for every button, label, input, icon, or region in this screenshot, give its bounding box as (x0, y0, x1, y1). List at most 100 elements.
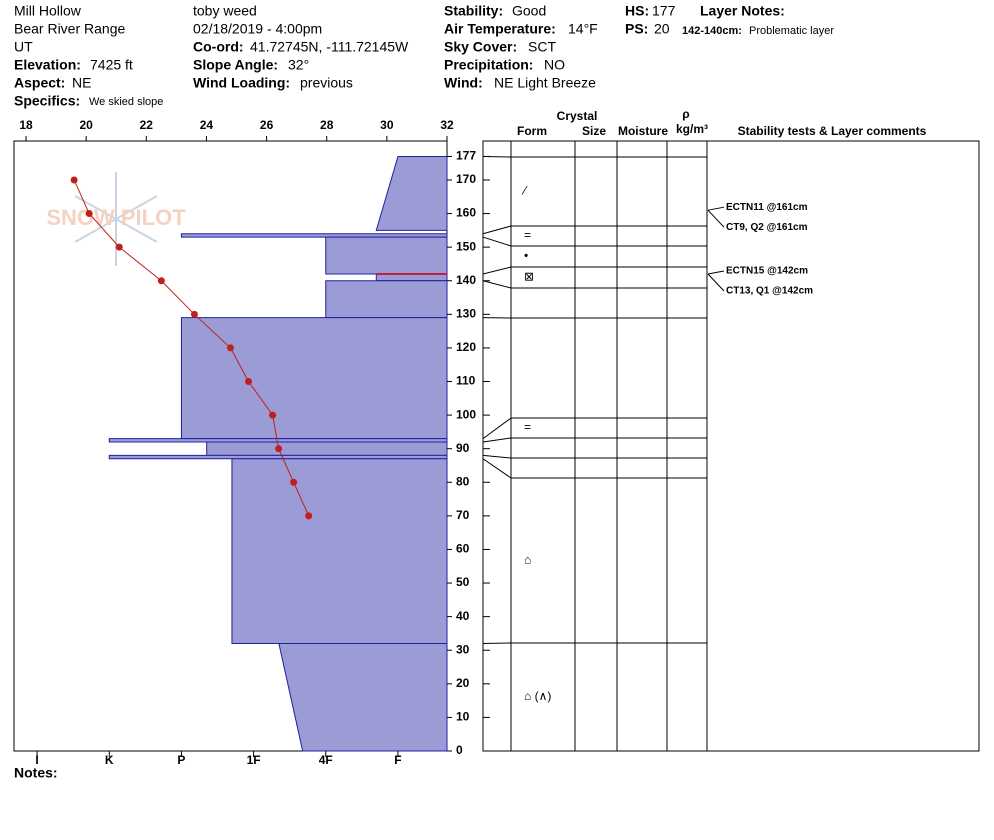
temperature-point (85, 210, 93, 218)
y-tick-label: 140 (456, 273, 476, 287)
hardness-layer (375, 155, 448, 231)
layer-fan (482, 280, 512, 289)
value: Problematic layer (749, 25, 834, 37)
x-tick-label: 24 (200, 118, 214, 132)
y-tick-label: 100 (456, 407, 476, 421)
y-tick-label: 60 (456, 542, 470, 556)
range: Bear River Range (14, 21, 125, 37)
value: Good (512, 3, 546, 19)
layer-fan (482, 642, 512, 645)
grain-form: ⁄ (521, 184, 528, 198)
label: Co-ord: (193, 39, 244, 55)
y-tick-label: 70 (456, 508, 470, 522)
temperature-point (245, 378, 253, 386)
x-tick-label: K (105, 753, 114, 767)
y-tick-label: 10 (456, 710, 470, 724)
notes: Notes: (14, 765, 58, 781)
layer-fan (482, 437, 512, 443)
x-tick-label: I (35, 753, 38, 767)
value: NE Light Breeze (494, 75, 596, 91)
value: NE (72, 75, 91, 91)
label: HS: (625, 3, 649, 19)
layer-fan (482, 236, 512, 247)
layer-fan (482, 266, 512, 275)
y-tick-label: 160 (456, 206, 476, 220)
y-tick-label: 177 (456, 149, 476, 163)
test-arrow (707, 270, 725, 275)
y-tick-label: 30 (456, 642, 470, 656)
label: Air Temperature: (444, 21, 556, 37)
hardness-layer (180, 317, 448, 440)
y-tick-label: 0 (456, 743, 463, 757)
test-arrow (707, 273, 725, 292)
layer-fan (482, 417, 512, 440)
grain-form: = (524, 420, 531, 434)
hardness-layer (108, 438, 448, 443)
label: Sky Cover: (444, 39, 517, 55)
grain-form: ⊠ (524, 270, 534, 284)
column-header: Size (582, 124, 606, 138)
y-tick-label: 150 (456, 239, 476, 253)
hardness-layer (231, 458, 448, 645)
value: We skied slope (89, 96, 163, 108)
y-tick-label: 40 (456, 609, 470, 623)
x-tick-label: 18 (19, 118, 33, 132)
column-header: Form (517, 124, 547, 138)
temperature-point (227, 344, 234, 352)
temperature-point (275, 445, 283, 453)
date: 02/18/2019 - 4:00pm (193, 21, 322, 37)
value: 20 (654, 21, 670, 37)
hardness-layer (375, 273, 448, 282)
hardness-layer (278, 643, 448, 752)
label: Slope Angle: (193, 57, 278, 73)
label: PS: (625, 21, 648, 37)
test-arrow (707, 209, 725, 228)
value: 14°F (568, 21, 598, 37)
logo: SNOW PILOT (46, 172, 186, 266)
state: UT (14, 39, 33, 55)
x-tick-label: 30 (380, 118, 394, 132)
column-header: ρ (682, 107, 689, 121)
value: 32° (288, 57, 309, 73)
x-tick-label: 28 (320, 118, 334, 132)
column-header: Crystal (557, 109, 598, 123)
x-tick-label: 22 (140, 118, 154, 132)
temperature-point (290, 478, 298, 486)
label: Elevation: (14, 57, 81, 73)
stability-test: CT13, Q1 @142cm (726, 286, 813, 297)
grain-form: = (524, 228, 531, 242)
grain-form: • (524, 249, 528, 263)
y-tick-label: 110 (456, 374, 476, 388)
value: 177 (652, 3, 676, 19)
column-lines (510, 141, 708, 751)
layer-fan (482, 458, 512, 479)
x-tick-label: F (394, 753, 401, 767)
y-tick-label: 50 (456, 575, 470, 589)
layer-fan (482, 454, 512, 459)
temperature-point (70, 176, 78, 184)
column-header: Moisture (618, 124, 668, 138)
x-tick-label: P (177, 753, 185, 767)
label: Stability: (444, 3, 503, 19)
label: Precipitation: (444, 57, 533, 73)
column-header: Stability tests & Layer comments (738, 124, 927, 138)
column-header: kg/m³ (676, 122, 708, 136)
hardness-layer (108, 454, 448, 460)
label: Specifics: (14, 93, 80, 109)
hardness-layer (206, 441, 448, 456)
layer-fan (482, 225, 512, 235)
label: Wind: (444, 75, 483, 91)
test-arrow (707, 206, 725, 211)
x-tick-label: 26 (260, 118, 274, 132)
observer: toby weed (193, 3, 257, 19)
x-tick-label: 20 (79, 118, 93, 132)
temperature-point (269, 411, 277, 419)
x-tick-label: 1F (247, 753, 261, 767)
stability-test: ECTN15 @142cm (726, 266, 808, 277)
y-tick-label: 170 (456, 172, 476, 186)
hardness-layer (325, 280, 448, 319)
x-tick-label: 32 (440, 118, 454, 132)
hardness-layer (180, 233, 448, 238)
